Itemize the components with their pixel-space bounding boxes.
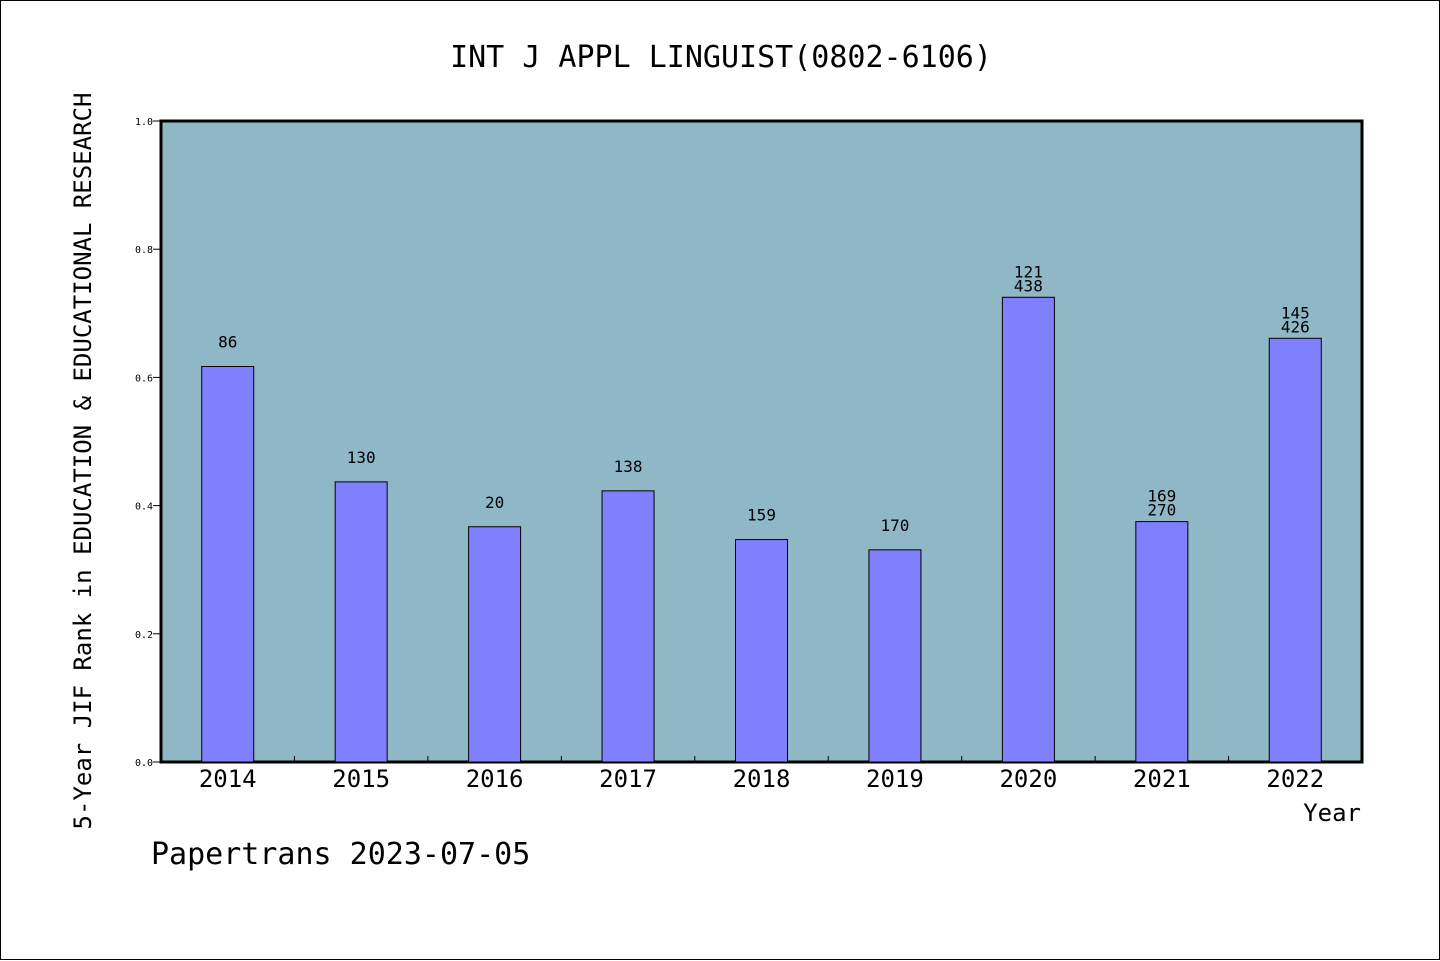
y-tick-label: 1.0 <box>135 117 153 128</box>
bar <box>1268 337 1322 763</box>
y-tick-label: 0.2 <box>135 630 153 641</box>
bar <box>735 539 788 763</box>
x-tick-label: 2015 <box>332 765 390 793</box>
bar-data-label: 270 <box>1147 501 1176 520</box>
bar-data-label: 130 <box>347 448 376 467</box>
x-tick-label: 2016 <box>466 765 524 793</box>
x-tick-label: 2021 <box>1133 765 1191 793</box>
bar-data-label: 86 <box>218 333 237 352</box>
bar-data-label: 159 <box>747 506 776 525</box>
x-tick-label: 2017 <box>599 765 657 793</box>
bar <box>1001 296 1055 763</box>
chart-title: INT J APPL LINGUIST(0802-6106) <box>450 40 992 75</box>
y-tick-label: 0.4 <box>135 502 153 513</box>
y-axis-label: 5-Year JIF Rank in EDUCATION & EDUCATION… <box>69 93 97 830</box>
bar-data-label: 145 <box>1281 303 1310 322</box>
y-tick-label: 0.0 <box>135 758 153 769</box>
bar <box>601 490 655 763</box>
bar <box>868 549 922 763</box>
y-tick-label: 0.6 <box>135 373 153 384</box>
x-tick-label: 2014 <box>199 765 257 793</box>
x-axis-label: Year <box>1303 799 1361 827</box>
bar-data-label: 138 <box>614 457 643 476</box>
x-tick-label: 2018 <box>733 765 791 793</box>
y-axis: 0.0 0.2 0.4 0.6 0.8 1.0 <box>135 117 161 769</box>
bar <box>334 481 388 763</box>
bar <box>468 526 522 763</box>
bar-data-label: 169 <box>1147 487 1176 506</box>
bar-data-label: 121 <box>1014 262 1043 281</box>
bar-data-label: 20 <box>485 493 504 512</box>
bar <box>1135 521 1189 763</box>
footer-text: Papertrans 2023-07-05 <box>151 837 530 872</box>
x-axis: 2014 2015 2016 2017 2018 2019 2020 2021 2022 <box>199 756 1324 793</box>
bar <box>201 366 255 763</box>
bar-data-label: 170 <box>880 516 909 535</box>
x-tick-label: 2022 <box>1266 765 1324 793</box>
x-tick-label: 2020 <box>999 765 1057 793</box>
bar-data-label: 426 <box>1281 317 1310 336</box>
bars-group <box>201 296 1322 763</box>
y-tick-label: 0.8 <box>135 245 153 256</box>
bar-data-label: 438 <box>1014 276 1043 295</box>
x-tick-label: 2019 <box>866 765 924 793</box>
